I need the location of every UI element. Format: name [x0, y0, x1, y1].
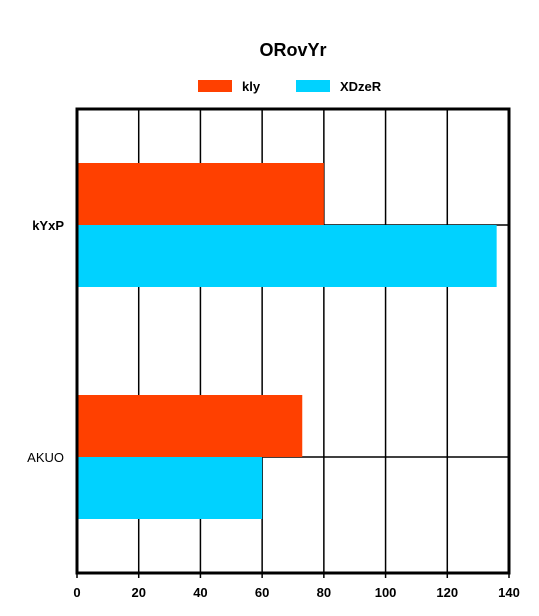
legend-label-XDzeR: XDzeR [340, 79, 382, 94]
bars [77, 163, 497, 519]
x-tick-label-80: 80 [317, 585, 331, 600]
y-axis-labels: kYxP AKUO [27, 218, 64, 465]
bar-kly-AKUO [77, 395, 303, 457]
y-category-label-AKUO: AKUO [27, 450, 64, 465]
x-tick-label-60: 60 [255, 585, 269, 600]
legend-label-kly: kly [242, 79, 261, 94]
y-category-label-kYxP: kYxP [32, 218, 64, 233]
x-tick-label-100: 100 [375, 585, 397, 600]
legend: kly XDzeR [198, 79, 382, 94]
plot-frame [75, 107, 511, 575]
x-axis-ticks: 0 20 40 60 80 100 120 140 [73, 573, 520, 600]
x-tick-label-0: 0 [73, 585, 80, 600]
x-tick-label-20: 20 [131, 585, 145, 600]
x-tick-label-40: 40 [193, 585, 207, 600]
bar-XDzeR-AKUO [77, 457, 263, 519]
x-tick-label-140: 140 [498, 585, 520, 600]
x-tick-label-120: 120 [436, 585, 458, 600]
bar-kly-kYxP [77, 163, 324, 225]
legend-swatch-XDzeR [296, 80, 330, 92]
bar-XDzeR-kYxP [77, 225, 497, 287]
legend-swatch-kly [198, 80, 232, 92]
chart-title: ORovYr [259, 40, 326, 60]
